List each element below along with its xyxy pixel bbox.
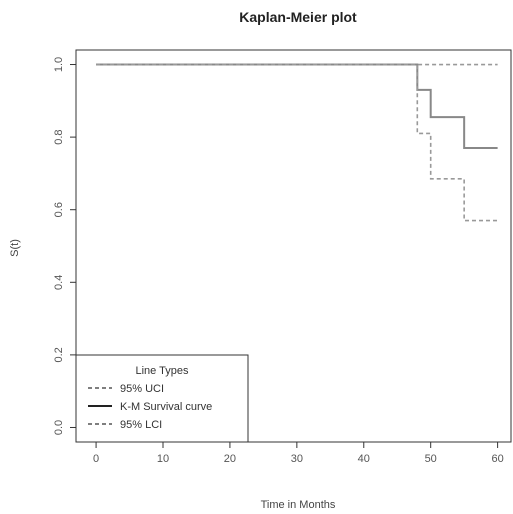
y-tick-label: 0.6 — [53, 202, 65, 217]
plot-frame — [75, 49, 512, 443]
x-tick-label: 20 — [224, 453, 236, 465]
y-tick-label: 1.0 — [53, 57, 65, 72]
y-axis: 0.0 0.2 0.4 0.6 0.8 1.0 — [53, 57, 76, 435]
x-tick-label: 0 — [93, 453, 99, 465]
series-95-lci-line — [96, 63, 498, 222]
legend-entry-label: 95% UCI — [120, 383, 164, 395]
series-k-m-survival-curve-line — [96, 63, 498, 149]
x-axis-label: Time in Months — [261, 499, 336, 511]
legend-box — [75, 354, 249, 443]
legend-entry-label: K-M Survival curve — [120, 401, 212, 413]
y-tick-label: 0.2 — [53, 347, 65, 362]
y-tick-label: 0.0 — [53, 420, 65, 435]
x-tick-label: 30 — [291, 453, 303, 465]
series-layer — [96, 63, 498, 222]
legend: Line Types 95% UCI K-M Survival curve 95% … — [75, 354, 249, 443]
x-tick-label: 50 — [425, 453, 437, 465]
y-axis-label: S(t) — [9, 239, 21, 257]
x-tick-label: 60 — [491, 453, 503, 465]
x-axis: 0 10 20 30 40 50 60 — [93, 442, 504, 465]
y-tick-label: 0.4 — [53, 275, 65, 290]
x-tick-label: 40 — [358, 453, 370, 465]
x-tick-label: 10 — [157, 453, 169, 465]
legend-entry-label: 95% LCI — [120, 419, 162, 431]
legend-title: Line Types — [135, 365, 189, 377]
chart-title: Kaplan-Meier plot — [239, 9, 357, 25]
y-tick-label: 0.8 — [53, 129, 65, 144]
